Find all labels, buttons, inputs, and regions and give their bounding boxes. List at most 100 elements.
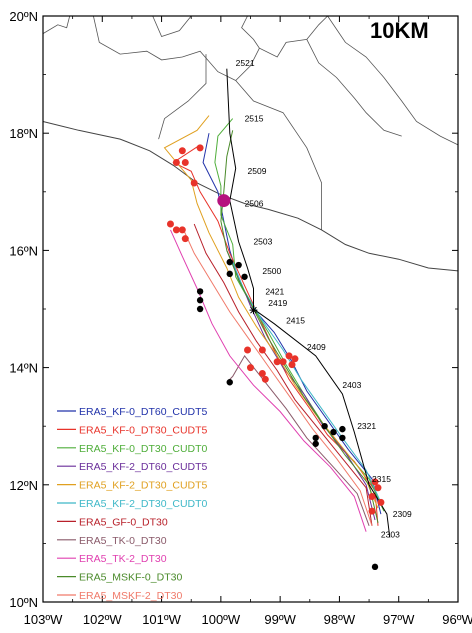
legend-label-ERA5_TK-0_DT30: ERA5_TK-0_DT30 [79, 535, 167, 547]
state-border-2 [152, 15, 192, 37]
sim-track-ERA5_TK-2_DT30 [170, 229, 367, 532]
y-tick-label: 14ºN [9, 361, 38, 376]
state-border-6 [327, 15, 459, 146]
red-position-marker-21 [368, 493, 376, 501]
black-position-marker-9 [330, 428, 337, 436]
red-position-marker-12 [258, 369, 266, 377]
time-label-2421: 2421 [265, 286, 284, 296]
red-position-marker-6 [172, 226, 180, 234]
red-position-marker-13 [261, 375, 269, 383]
time-label-2515: 2515 [245, 113, 264, 123]
x-tick-label: 103ºW [24, 612, 63, 627]
black-position-marker-8 [321, 423, 328, 430]
red-position-marker-17 [285, 352, 293, 360]
red-position-marker-8 [181, 235, 189, 243]
legend-label-ERA5_KF-2_DT60_CUDT5: ERA5_KF-2_DT60_CUDT5 [79, 461, 208, 473]
red-position-marker-23 [368, 507, 376, 515]
state-border-5 [235, 80, 323, 230]
red-position-marker-9 [244, 346, 252, 354]
x-tick-label: 99ºW [264, 612, 296, 627]
legend-label-ERA5_GF-0_DT30: ERA5_GF-0_DT30 [79, 516, 168, 528]
best-track-time-labels: 2521 2515 2509 2506 2503 2500 2421 2419 2415 2409… [236, 58, 412, 540]
black-position-marker-11 [339, 434, 346, 442]
sim-track-ERA5_MSKF-2_DT30 [181, 226, 373, 526]
black-position-marker-14 [371, 563, 379, 571]
legend-label-ERA5_KF-2_DT30_CUDT5: ERA5_KF-2_DT30_CUDT5 [79, 480, 208, 492]
resolution-title: 10KM [370, 18, 429, 43]
x-tick-label: 98ºW [324, 612, 356, 627]
black-position-marker-12 [312, 434, 319, 442]
y-tick-label: 18ºN [9, 126, 38, 141]
time-label-2415: 2415 [286, 316, 305, 326]
black-position-marker-7 [226, 379, 233, 386]
x-tick-label: 97ºW [383, 612, 415, 627]
state-border-4 [158, 54, 207, 140]
x-tick-label: 100ºW [201, 612, 240, 627]
landfall-marker [217, 194, 231, 208]
black-position-marker-5 [196, 297, 204, 304]
red-position-marker-4 [190, 179, 198, 187]
black-position-marker-13 [312, 440, 319, 447]
time-label-2419: 2419 [268, 298, 287, 308]
x-tick-label: 102ºW [83, 612, 122, 627]
black-position-marker-1 [235, 261, 242, 269]
red-position-marker-10 [258, 346, 266, 354]
red-position-marker-15 [279, 358, 287, 366]
legend-label-ERA5_MSKF-0_DT30: ERA5_MSKF-0_DT30 [79, 572, 182, 584]
state-borders [42, 15, 459, 230]
y-tick-label: 16ºN [9, 243, 38, 258]
red-position-marker-3 [196, 144, 204, 152]
red-position-marker-22 [377, 498, 385, 506]
time-label-2509: 2509 [248, 166, 267, 176]
red-position-marker-1 [181, 159, 189, 166]
legend-label-ERA5_KF-0_DT30_CUDT5: ERA5_KF-0_DT30_CUDT5 [79, 424, 208, 436]
legend: ERA5_KF-0_DT60_CUDT5 ERA5_KF-0_DT30_CUDT5… [57, 406, 208, 602]
red-position-marker-14 [273, 358, 281, 366]
simulated-tracks [163, 115, 385, 532]
time-label-2315: 2315 [372, 474, 391, 484]
sim-track-ERA5_KF-2_DT30_CUDT0 [232, 261, 382, 503]
time-label-2409: 2409 [307, 342, 326, 352]
red-position-marker-5 [166, 220, 174, 228]
time-label-2521: 2521 [236, 58, 255, 68]
time-label-2506: 2506 [245, 198, 264, 208]
time-label-2321: 2321 [357, 421, 376, 431]
state-border-0 [42, 15, 71, 34]
black-position-marker-0 [226, 258, 233, 266]
black-position-marker-6 [196, 305, 204, 313]
axis-ticks: 103ºW 102ºW 101ºW 100ºW 99ºW 98ºW 97ºW 96ºW 10ºN… [9, 9, 472, 627]
y-tick-label: 20ºN [9, 9, 38, 24]
sim-track-ERA5_GF-0_DT30 [193, 223, 373, 526]
black-position-marker-4 [196, 288, 204, 295]
red-position-marker-19 [371, 478, 379, 486]
x-tick-label: 96ºW [442, 612, 472, 627]
time-label-2503: 2503 [253, 237, 272, 247]
time-label-2303: 2303 [381, 530, 400, 540]
time-label-2500: 2500 [262, 266, 281, 276]
state-border-7 [306, 39, 402, 137]
coastline-line [42, 121, 459, 272]
legend-label-ERA5_KF-0_DT30_CUDT0: ERA5_KF-0_DT30_CUDT0 [79, 443, 208, 455]
time-label-2309: 2309 [393, 509, 412, 519]
legend-label-ERA5_MSKF-2_DT30: ERA5_MSKF-2_DT30 [79, 590, 182, 602]
time-label-2403: 2403 [342, 380, 361, 390]
state-border-3 [241, 15, 260, 49]
red-position-marker-11 [247, 364, 254, 372]
track-markers [166, 144, 385, 571]
best-track-star-marker [249, 306, 258, 315]
red-position-marker-20 [374, 484, 382, 492]
red-position-marker-2 [172, 159, 180, 166]
x-tick-label: 101ºW [142, 612, 181, 627]
sim-track-ERA5_TK-0_DT30 [226, 355, 370, 526]
black-position-marker-2 [226, 270, 233, 278]
legend-label-ERA5_KF-2_DT30_CUDT0: ERA5_KF-2_DT30_CUDT0 [79, 498, 208, 510]
red-position-marker-16 [288, 361, 296, 369]
legend-label-ERA5_KF-0_DT60_CUDT5: ERA5_KF-0_DT60_CUDT5 [79, 406, 208, 418]
y-tick-label: 12ºN [9, 478, 38, 493]
red-position-marker-0 [178, 147, 186, 155]
red-position-marker-7 [178, 226, 186, 234]
red-position-marker-18 [291, 355, 299, 363]
black-position-marker-3 [241, 273, 248, 280]
